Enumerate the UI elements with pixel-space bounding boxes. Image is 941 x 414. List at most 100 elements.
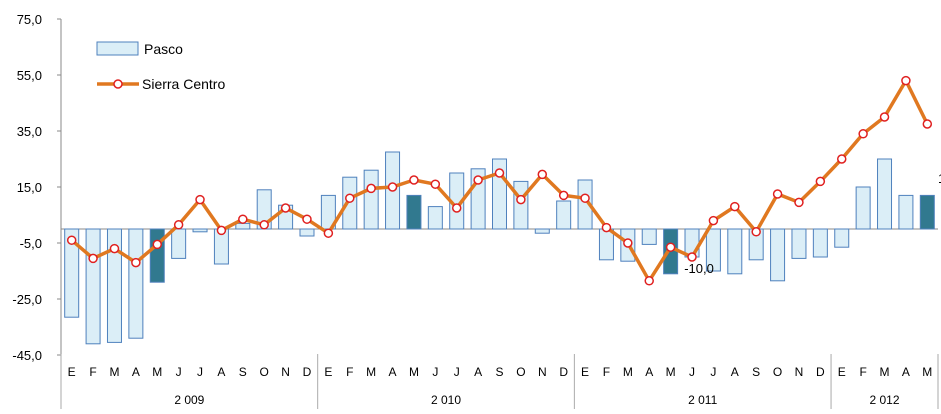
month-label: F bbox=[89, 365, 96, 379]
pasco-bar bbox=[834, 228, 850, 248]
pasco-bar bbox=[513, 180, 529, 230]
sierra-centro-point bbox=[516, 194, 526, 205]
month-label: O bbox=[516, 365, 525, 379]
legend-pasco-label: Pasco bbox=[144, 41, 183, 57]
month-label: E bbox=[838, 365, 846, 379]
sierra-centro-point bbox=[623, 238, 633, 248]
month-label: N bbox=[795, 365, 804, 379]
legend: Pasco Sierra Centro bbox=[96, 41, 225, 92]
month-label: J bbox=[689, 365, 695, 379]
month-label: A bbox=[389, 365, 397, 379]
sierra-centro-point bbox=[730, 201, 740, 212]
sierra-centro-point bbox=[173, 220, 184, 230]
pasco-bar bbox=[812, 228, 828, 258]
pasco-bar bbox=[598, 228, 614, 261]
month-label: F bbox=[346, 365, 353, 379]
month-label: J bbox=[432, 365, 438, 379]
month-label: E bbox=[324, 365, 332, 379]
month-label: A bbox=[474, 365, 482, 379]
month-label: M bbox=[109, 365, 119, 379]
sierra-centro-point bbox=[687, 252, 697, 262]
data-labels: -10,0 12,8 bbox=[684, 171, 941, 276]
sierra-centro-point bbox=[772, 189, 783, 199]
sierra-centro-point bbox=[836, 154, 847, 164]
sierra-centro-point bbox=[387, 182, 398, 192]
sierra-centro-point bbox=[109, 243, 120, 254]
pasco-bar bbox=[791, 228, 807, 259]
sierra-centro-point bbox=[879, 112, 890, 122]
sierra-centro-point bbox=[66, 235, 77, 245]
sierra-centro-point bbox=[601, 222, 612, 233]
data-label: 12,8 bbox=[938, 171, 941, 186]
month-label: S bbox=[495, 365, 503, 379]
pasco-bar bbox=[149, 228, 165, 283]
month-label: D bbox=[303, 365, 312, 379]
month-label: J bbox=[454, 365, 460, 379]
sierra-centro-point bbox=[815, 176, 826, 187]
sierra-centro-line bbox=[66, 75, 933, 286]
y-tick-label: -5,0 bbox=[20, 236, 42, 251]
month-label: S bbox=[752, 365, 760, 379]
legend-sierra-marker bbox=[113, 79, 123, 89]
sierra-centro-point bbox=[751, 227, 761, 237]
sierra-centro-point bbox=[409, 175, 419, 185]
y-tick-label: 75,0 bbox=[17, 12, 42, 27]
sierra-centro-point bbox=[152, 239, 163, 250]
month-label: J bbox=[197, 365, 203, 379]
sierra-centro-point bbox=[794, 197, 804, 208]
month-label: A bbox=[132, 365, 140, 379]
sierra-centro-point bbox=[366, 183, 376, 194]
sierra-centro-point bbox=[131, 257, 141, 268]
sierra-centro-point bbox=[580, 193, 590, 203]
sierra-centro-point bbox=[537, 169, 548, 180]
pasco-bar bbox=[577, 179, 593, 230]
sierra-centro-point bbox=[901, 75, 911, 86]
year-label: 2 011 bbox=[688, 393, 717, 407]
year-label: 2 009 bbox=[174, 393, 204, 407]
month-label: M bbox=[366, 365, 376, 379]
pasco-bars bbox=[64, 151, 935, 345]
sierra-centro-point bbox=[259, 220, 269, 230]
data-label: -10,0 bbox=[684, 261, 714, 276]
sierra-centro-point bbox=[451, 203, 462, 213]
pasco-bar bbox=[235, 222, 251, 230]
pasco-bar bbox=[705, 228, 721, 272]
month-label: M bbox=[922, 365, 932, 379]
month-label: M bbox=[409, 365, 419, 379]
pasco-bar bbox=[406, 194, 422, 230]
month-label: S bbox=[239, 365, 247, 379]
pasco-bar bbox=[534, 228, 550, 234]
month-label: D bbox=[816, 365, 825, 379]
pasco-bar bbox=[898, 194, 914, 230]
month-label: A bbox=[902, 365, 910, 379]
sierra-centro-point bbox=[430, 179, 441, 189]
pasco-bar bbox=[919, 194, 935, 230]
sierra-centro-point bbox=[345, 193, 355, 203]
month-label: N bbox=[281, 365, 290, 379]
legend-sierra-label: Sierra Centro bbox=[142, 76, 225, 92]
month-label: E bbox=[68, 365, 76, 379]
sierra-centro-point bbox=[858, 129, 868, 139]
month-label: M bbox=[152, 365, 162, 379]
month-label: M bbox=[880, 365, 890, 379]
pasco-bar bbox=[877, 158, 893, 230]
pasco-bar bbox=[106, 228, 122, 343]
pasco-bar bbox=[85, 228, 101, 345]
sierra-centro-point bbox=[473, 175, 483, 185]
y-tick-label: -45,0 bbox=[12, 348, 42, 363]
month-label: F bbox=[859, 365, 866, 379]
month-label: O bbox=[260, 365, 269, 379]
pasco-bar bbox=[299, 228, 315, 237]
month-label: E bbox=[581, 365, 589, 379]
pasco-bar bbox=[64, 228, 80, 318]
pasco-bar bbox=[770, 228, 786, 282]
pasco-bar bbox=[128, 228, 144, 339]
legend-pasco-swatch bbox=[96, 41, 139, 56]
pasco-bar bbox=[556, 200, 572, 230]
year-label: 2 012 bbox=[870, 393, 900, 407]
pasco-bar bbox=[363, 169, 379, 230]
month-label: M bbox=[623, 365, 633, 379]
pasco-bar bbox=[192, 228, 208, 233]
